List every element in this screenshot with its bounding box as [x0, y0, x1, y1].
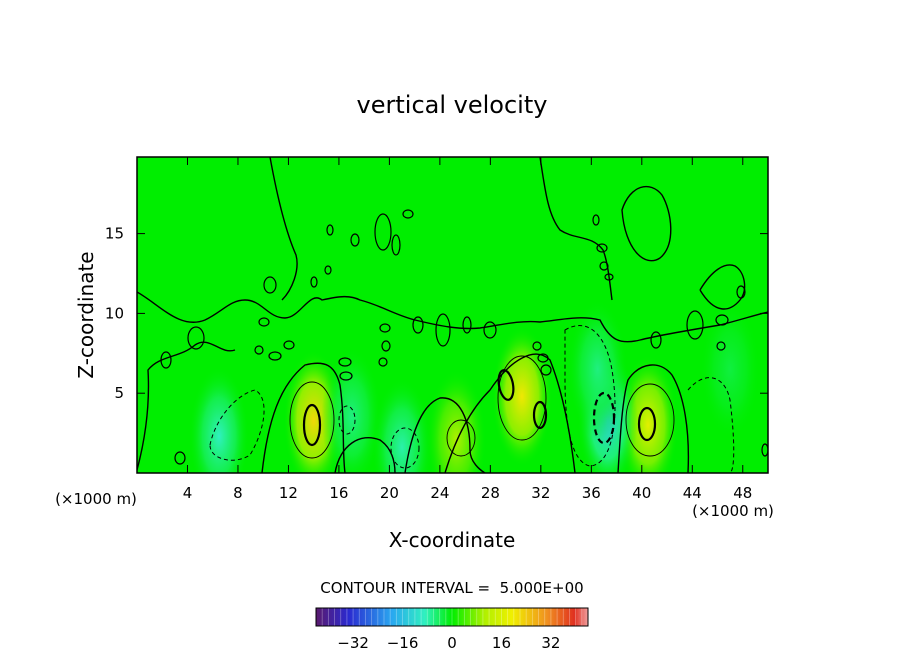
contour-neg-20 [390, 427, 420, 469]
colorbar-tick-label: 32 [541, 634, 560, 652]
contour-col-3 [617, 364, 690, 473]
core-positive-3 [532, 400, 548, 430]
contour-top-plume [269, 157, 298, 301]
x-tick-label: 20 [380, 484, 399, 502]
contour-col-1 [261, 362, 346, 473]
contour-loops [160, 209, 768, 465]
contour-col-4 [404, 397, 486, 473]
x-unit-label-left: (×1000 m) [55, 490, 137, 508]
contour-negative [209, 325, 735, 473]
field-feature [567, 299, 628, 440]
contour-lines [137, 157, 768, 473]
chart-title: vertical velocity [357, 91, 548, 119]
colorbar-tick-labels: −32 −16 0 16 32 [337, 634, 560, 652]
x-tick-label: 48 [733, 484, 752, 502]
field-feature [700, 299, 761, 440]
contour-neg-36 [564, 325, 616, 467]
velocity-field [189, 299, 761, 473]
x-tick-label: 12 [279, 484, 298, 502]
contour-neg-right [687, 377, 735, 473]
contour-pos-ring-4 [446, 419, 476, 457]
colorbar-tick-label: −32 [337, 634, 369, 652]
contour-neg-left [209, 389, 265, 461]
contour-col-5 [334, 437, 396, 473]
x-axis-label: X-coordinate [389, 528, 516, 552]
y-tick-label: 5 [114, 384, 124, 402]
y-tick-marks: 5 10 15 [105, 225, 768, 402]
y-axis-label: Z-coordinate [74, 251, 98, 378]
contour-interval-label: CONTOUR INTERVAL = 5.000E+00 [320, 579, 583, 597]
field-feature [189, 366, 250, 473]
colorbar-tick-label: −16 [387, 634, 419, 652]
x-tick-label: 32 [531, 484, 550, 502]
x-tick-label: 36 [582, 484, 601, 502]
contour-pos-ring-2 [497, 355, 547, 441]
contour-cell-top [621, 185, 672, 262]
core-positive-4 [637, 406, 657, 442]
contour-thin [289, 355, 675, 459]
x-tick-label: 16 [329, 484, 348, 502]
x-tick-label: 40 [632, 484, 651, 502]
colorbar-frame [315, 607, 589, 627]
colorbar-gradient [316, 608, 588, 626]
field-feature [372, 377, 433, 473]
colorbar-tick-label: 16 [492, 634, 511, 652]
contour-top-right [539, 157, 613, 301]
x-tick-marks: 4 8 12 16 20 24 28 32 36 40 44 48 [183, 157, 752, 502]
contour-pos-ring-3 [625, 383, 675, 457]
contour-pos-ring-1 [289, 381, 335, 459]
contour-neg-16 [338, 405, 356, 435]
field-feature [491, 326, 552, 467]
y-tick-label: 10 [105, 304, 124, 322]
contour-right-band [699, 264, 746, 310]
contour-col-2 [444, 353, 576, 473]
field-feature [321, 347, 382, 473]
core-negative [592, 391, 616, 445]
plot-frame [136, 156, 769, 474]
colorbar: −32 −16 0 16 32 [315, 607, 589, 652]
x-tick-label: 44 [683, 484, 702, 502]
y-tick-label: 15 [105, 225, 124, 243]
x-unit-label-right: (×1000 m) [692, 502, 774, 520]
x-tick-label: 4 [183, 484, 193, 502]
x-tick-label: 28 [481, 484, 500, 502]
colorbar-tick-label: 0 [447, 634, 457, 652]
colorbar-stripes [321, 608, 583, 626]
x-tick-label: 8 [233, 484, 243, 502]
contour-upper-band [137, 291, 768, 343]
x-tick-label: 24 [430, 484, 449, 502]
core-positive-1 [302, 403, 322, 447]
